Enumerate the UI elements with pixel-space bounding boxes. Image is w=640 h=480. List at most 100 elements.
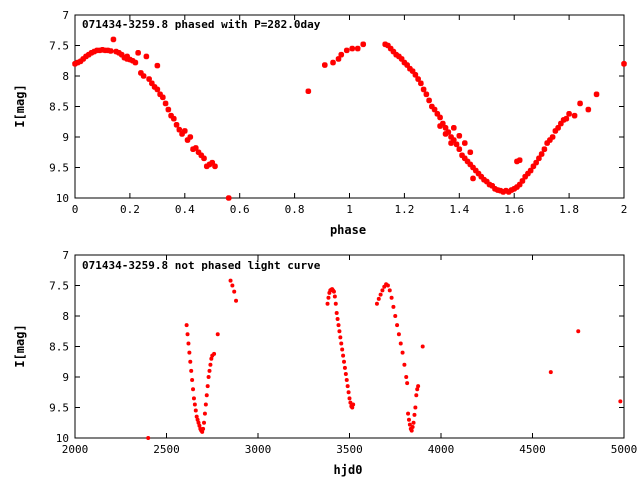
data-point (194, 414, 199, 419)
data-point (184, 137, 191, 143)
data-point (193, 408, 198, 413)
data-point (110, 36, 117, 43)
data-point (343, 47, 350, 54)
data-point (387, 288, 392, 293)
data-point (173, 121, 180, 128)
data-point (351, 402, 356, 407)
y-tick-label: 10 (56, 192, 69, 205)
x-tick-label: 3000 (245, 443, 272, 456)
data-point (91, 48, 98, 55)
x-tick-label: 1 (346, 203, 353, 216)
y-tick-label: 9 (62, 131, 69, 144)
y-tick-label: 8 (62, 70, 69, 83)
data-point (107, 48, 114, 54)
data-point (184, 323, 189, 328)
data-point (347, 396, 352, 401)
data-point (456, 146, 463, 153)
data-point (429, 103, 435, 110)
data-point (516, 181, 523, 188)
data-point (196, 420, 201, 425)
data-point (350, 405, 355, 410)
data-point (483, 178, 490, 185)
data-point (190, 378, 195, 383)
x-tick-label: 0.2 (120, 203, 140, 216)
y-tick-label: 8.5 (49, 101, 69, 114)
data-point (387, 45, 394, 52)
data-point (541, 146, 548, 153)
data-point (160, 94, 166, 101)
x-tick-label: 1.2 (394, 203, 414, 216)
data-point (88, 50, 95, 56)
x-tick-label: 0.6 (230, 203, 250, 216)
data-point (187, 350, 192, 355)
data-point (461, 140, 468, 146)
data-point (522, 173, 528, 180)
data-point (85, 51, 92, 58)
x-axis-label: phase (330, 223, 366, 237)
data-point (190, 146, 196, 153)
data-point (382, 41, 388, 48)
data-point (349, 45, 356, 52)
x-tick-label: 1.8 (559, 203, 579, 216)
x-tick-label: 4500 (519, 443, 546, 456)
data-point (489, 182, 496, 189)
y-tick-label: 9.5 (49, 402, 69, 415)
data-point (118, 51, 125, 58)
data-point (577, 100, 583, 107)
data-point (426, 97, 432, 104)
x-tick-label: 0.8 (285, 203, 305, 216)
data-point (618, 399, 623, 404)
data-point (514, 158, 520, 165)
data-point (192, 145, 199, 151)
x-tick-label: 0 (72, 203, 79, 216)
data-point (552, 128, 559, 134)
data-point (434, 111, 441, 117)
data-point (201, 426, 206, 431)
data-point (393, 314, 398, 318)
data-point (406, 417, 411, 422)
data-point (395, 323, 400, 328)
data-point (475, 170, 482, 177)
data-point (212, 351, 217, 356)
data-point (412, 412, 417, 417)
data-point (305, 88, 312, 95)
data-point (406, 411, 411, 416)
plot-frame (74, 254, 625, 439)
data-point (576, 329, 581, 334)
data-point (418, 80, 424, 87)
data-point (198, 152, 205, 159)
data-point (464, 158, 471, 165)
data-point (335, 56, 342, 62)
data-point (154, 86, 161, 93)
data-point (505, 189, 512, 195)
data-point (416, 384, 421, 389)
plot-frame (74, 14, 625, 199)
data-point (209, 356, 214, 361)
data-point (77, 58, 84, 65)
y-tick-label: 9.5 (49, 162, 69, 175)
data-point (467, 149, 474, 156)
x-tick-label: 0.4 (175, 203, 195, 216)
data-point (188, 359, 193, 364)
data-point (191, 396, 196, 401)
data-point (548, 370, 553, 375)
data-point (331, 289, 336, 294)
data-point (354, 45, 361, 52)
data-point (376, 296, 381, 301)
data-point (230, 283, 235, 288)
data-point (407, 65, 413, 72)
data-point (212, 163, 218, 170)
data-point (338, 335, 343, 340)
data-point (72, 60, 78, 67)
data-point (442, 125, 449, 131)
data-point (330, 59, 336, 66)
data-point (415, 387, 420, 392)
unphased-light-curve-panel: 071434-3259.8 not phased light curve hjd… (13, 249, 637, 477)
data-point (192, 402, 197, 407)
data-point (516, 157, 523, 163)
data-point (325, 301, 330, 306)
data-point (149, 80, 155, 87)
data-point (202, 420, 207, 425)
data-point (407, 422, 412, 427)
